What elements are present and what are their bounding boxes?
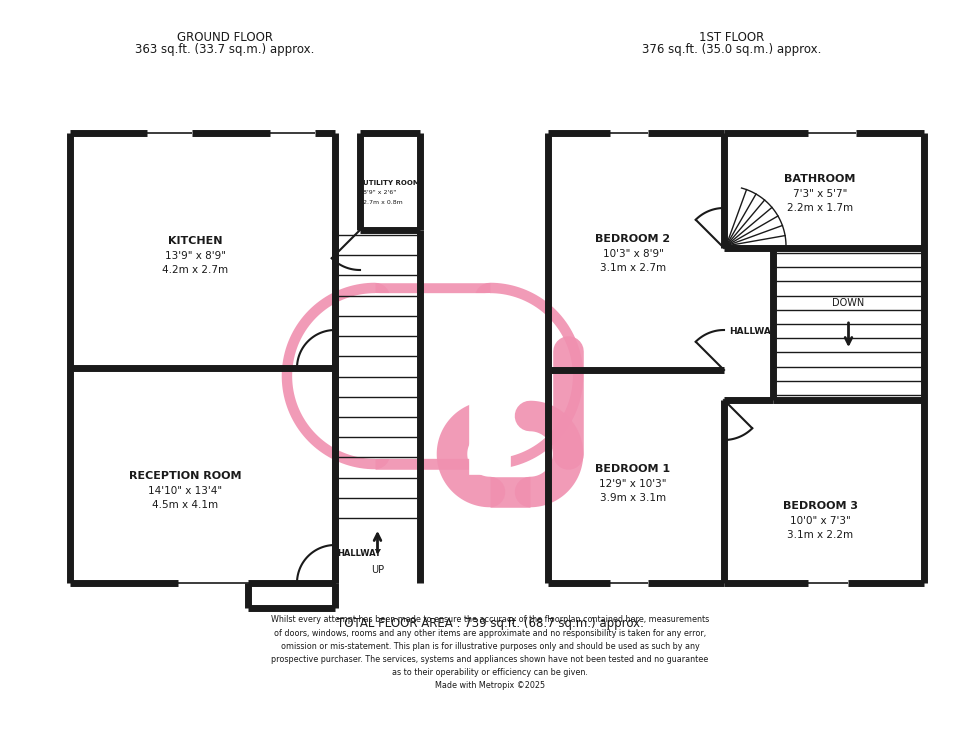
Text: 3.1m x 2.7m: 3.1m x 2.7m bbox=[600, 263, 666, 273]
Text: 10'0" x 7'3": 10'0" x 7'3" bbox=[790, 516, 851, 526]
Text: DOWN: DOWN bbox=[832, 298, 864, 308]
Text: 8'9" x 2'6": 8'9" x 2'6" bbox=[363, 191, 396, 195]
Text: 13'9" x 8'9": 13'9" x 8'9" bbox=[165, 251, 225, 261]
Text: 1ST FLOOR: 1ST FLOOR bbox=[700, 31, 764, 44]
Text: 3.1m x 2.2m: 3.1m x 2.2m bbox=[787, 530, 853, 540]
Text: 363 sq.ft. (33.7 sq.m.) approx.: 363 sq.ft. (33.7 sq.m.) approx. bbox=[135, 43, 315, 56]
Text: RECEPTION ROOM: RECEPTION ROOM bbox=[128, 471, 241, 481]
Text: 7'3" x 5'7": 7'3" x 5'7" bbox=[793, 189, 847, 199]
Text: BEDROOM 2: BEDROOM 2 bbox=[596, 234, 670, 244]
Text: BEDROOM 1: BEDROOM 1 bbox=[596, 464, 670, 474]
Text: TOTAL FLOOR AREA : 739 sq.ft. (68.7 sq.m.) approx.: TOTAL FLOOR AREA : 739 sq.ft. (68.7 sq.m… bbox=[336, 616, 644, 629]
Text: GROUND FLOOR: GROUND FLOOR bbox=[177, 31, 273, 44]
Text: 376 sq.ft. (35.0 sq.m.) approx.: 376 sq.ft. (35.0 sq.m.) approx. bbox=[642, 43, 821, 56]
Text: 4.2m x 2.7m: 4.2m x 2.7m bbox=[162, 265, 228, 275]
Text: Whilst every attempt has been made to ensure the accuracy of the floorplan conta: Whilst every attempt has been made to en… bbox=[270, 616, 710, 691]
Text: 12'9" x 10'3": 12'9" x 10'3" bbox=[599, 479, 666, 489]
Text: UTILITY ROOM: UTILITY ROOM bbox=[363, 180, 419, 186]
Text: BEDROOM 3: BEDROOM 3 bbox=[782, 501, 858, 511]
Text: KITCHEN: KITCHEN bbox=[168, 236, 222, 246]
Text: 2.7m x 0.8m: 2.7m x 0.8m bbox=[363, 200, 403, 205]
Text: HALLWAY: HALLWAY bbox=[337, 548, 381, 558]
Text: BATHROOM: BATHROOM bbox=[784, 174, 856, 184]
Text: 2.2m x 1.7m: 2.2m x 1.7m bbox=[787, 203, 853, 213]
Text: 10'3" x 8'9": 10'3" x 8'9" bbox=[603, 249, 663, 259]
Text: 4.5m x 4.1m: 4.5m x 4.1m bbox=[152, 500, 219, 510]
Text: 3.9m x 3.1m: 3.9m x 3.1m bbox=[600, 493, 666, 503]
Text: HALLWAY: HALLWAY bbox=[729, 327, 776, 336]
Text: UP: UP bbox=[371, 565, 384, 575]
Text: 14'10" x 13'4": 14'10" x 13'4" bbox=[148, 486, 222, 496]
